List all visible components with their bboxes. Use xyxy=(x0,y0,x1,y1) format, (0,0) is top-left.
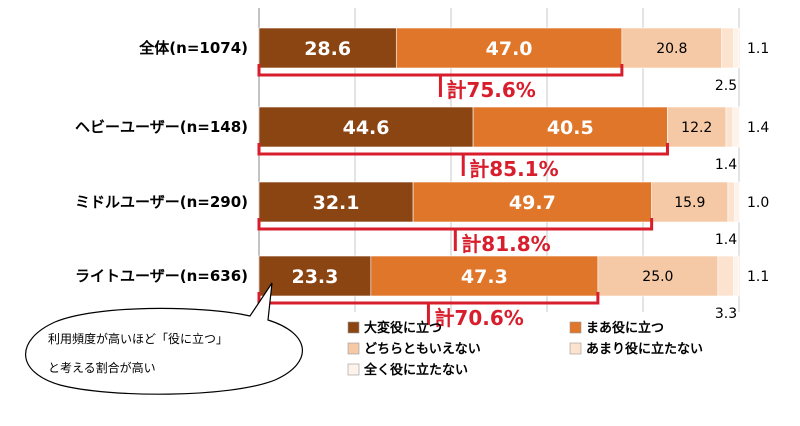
data-label: 1.0 xyxy=(747,195,769,211)
data-label: 3.3 xyxy=(715,306,737,322)
bar-segment xyxy=(725,106,734,148)
data-label: 20.8 xyxy=(656,41,687,57)
data-label: 1.4 xyxy=(715,232,737,248)
bar-segment xyxy=(370,255,599,297)
data-label: 47.3 xyxy=(461,266,508,288)
data-label: 1.4 xyxy=(715,157,737,173)
data-label: 23.3 xyxy=(291,266,338,288)
bar-segment xyxy=(395,27,623,69)
bar-segment xyxy=(412,181,652,223)
legend-swatch xyxy=(347,342,360,355)
legend-swatch xyxy=(347,321,360,334)
legend-label: まあ役に立つ xyxy=(586,320,664,336)
bar-segment xyxy=(733,27,740,69)
bar-segment xyxy=(727,181,735,223)
callout-bubble xyxy=(25,282,303,395)
data-label: 25.0 xyxy=(642,269,673,285)
legend-label: 全く役に立たない xyxy=(363,362,468,378)
bar-segment xyxy=(717,255,735,297)
data-label: 32.1 xyxy=(313,192,360,214)
category-labels: 全体(n=1074) ヘビーユーザー(n=148) ミドルユーザー(n=290) ライ… xyxy=(75,39,248,285)
data-label: 2.5 xyxy=(715,78,737,94)
bar-segment xyxy=(597,255,719,297)
bar-segment xyxy=(733,255,740,297)
bar-segment xyxy=(621,27,723,69)
total-label: 計70.6% xyxy=(434,306,523,330)
bar-segment xyxy=(258,181,414,223)
bars: 28.6 47.0 20.8 2.5 1.1 44.6 40.5 12.2 1.4 1.4 32.1… xyxy=(258,27,769,322)
bar-segment xyxy=(721,27,735,69)
category-label: ミドルユーザー(n=290) xyxy=(75,193,248,211)
total-brackets: 計75.6% 計85.1% 計81.8% 計70.6% xyxy=(257,64,669,330)
legend-swatch xyxy=(569,342,582,355)
bar-segment xyxy=(651,181,729,223)
total-label: 計81.8% xyxy=(461,232,550,256)
category-label: ライトユーザー(n=636) xyxy=(75,267,248,285)
bar-segment xyxy=(732,106,740,148)
data-label: 44.6 xyxy=(343,117,390,139)
data-label: 12.2 xyxy=(681,120,712,136)
bar-segment xyxy=(472,106,668,148)
data-label: 47.0 xyxy=(486,38,533,60)
total-label: 計85.1% xyxy=(469,157,558,181)
callout-line-2: と考える割合が高い xyxy=(48,360,156,375)
callout-line-1: 利用頻度が高いほど「役に立つ」 xyxy=(48,331,228,346)
bar-segment xyxy=(258,255,372,297)
bar-segment xyxy=(258,27,397,69)
legend-swatch xyxy=(569,321,582,334)
total-label: 計75.6% xyxy=(446,78,535,102)
data-label: 15.9 xyxy=(674,195,705,211)
data-label: 40.5 xyxy=(547,117,594,139)
legend-label: 大変役に立つ xyxy=(364,320,442,336)
data-label: 49.7 xyxy=(509,192,556,214)
category-label: 全体(n=1074) xyxy=(138,39,248,57)
bar-segment xyxy=(667,106,727,148)
category-label: ヘビーユーザー(n=148) xyxy=(75,118,248,136)
bar-segment xyxy=(734,181,740,223)
legend-label: あまり役に立たない xyxy=(586,341,703,357)
data-label: 1.1 xyxy=(747,269,769,285)
legend-swatch xyxy=(347,363,360,376)
data-label: 1.1 xyxy=(747,41,769,57)
data-label: 28.6 xyxy=(304,38,351,60)
annotation-callout: 利用頻度が高いほど「役に立つ」 と考える割合が高い xyxy=(25,282,303,395)
data-label: 1.4 xyxy=(747,120,769,136)
legend-label: どちらともいえない xyxy=(364,342,481,357)
